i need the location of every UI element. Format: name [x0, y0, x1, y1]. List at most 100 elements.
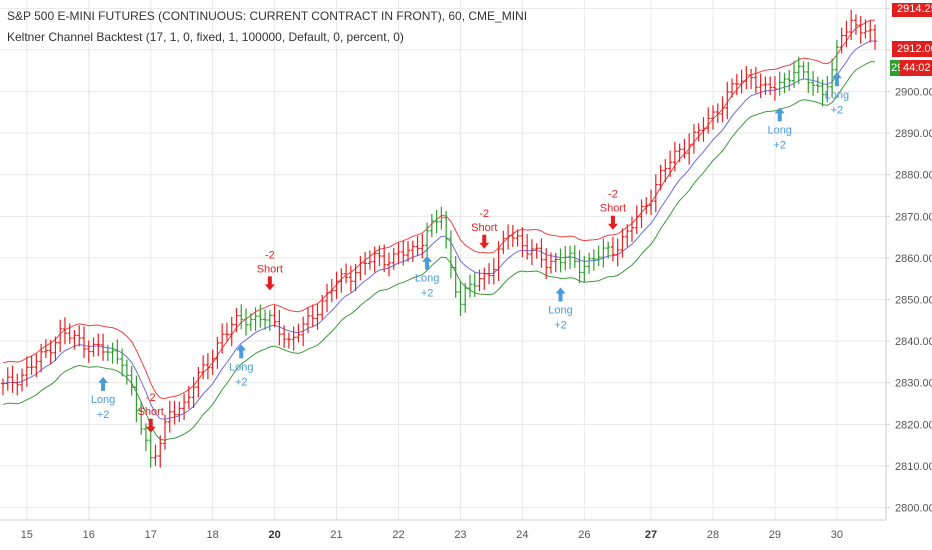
ohlc-bar	[62, 317, 67, 345]
ohlc-bar	[77, 325, 82, 347]
ohlc-bar	[634, 205, 639, 235]
short-arrow-icon	[264, 276, 275, 291]
ohlc-bar	[444, 210, 449, 249]
ohlc-bar	[96, 333, 101, 357]
ohlc-bar	[672, 141, 677, 172]
ohlc-bar	[463, 282, 468, 313]
ohlc-bar	[777, 71, 782, 96]
ohlc-bar	[91, 337, 96, 357]
ohlc-bar	[653, 174, 658, 213]
ohlc-bar	[110, 342, 115, 364]
ohlc-bar	[644, 196, 649, 215]
price-tick-label: 2860.00	[895, 253, 932, 265]
short-qty: -2	[479, 208, 489, 220]
ohlc-bar	[568, 245, 573, 269]
price-tick-label: 2870.00	[895, 211, 932, 223]
ohlc-bar	[248, 313, 253, 331]
time-tick-label: 18	[207, 529, 219, 541]
ohlc-bar	[396, 242, 401, 265]
ohlc-bar	[625, 224, 630, 247]
ohlc-bar	[34, 353, 39, 378]
ohlc-bar	[82, 326, 87, 359]
time-axis[interactable]: 15 16 17 18 20 21 22 23 24 26 27 28 29 30	[21, 529, 843, 541]
ohlc-bar	[429, 213, 434, 238]
price-tick-label: 2810.00	[895, 461, 932, 473]
ohlc-bar	[615, 238, 620, 267]
price-tick-label: 2880.00	[895, 170, 932, 182]
ohlc-bar	[725, 81, 730, 120]
ohlc-bar	[267, 310, 272, 332]
study-legend[interactable]: Keltner Channel Backtest (17, 1, 0, fixe…	[7, 30, 404, 44]
ohlc-bar	[620, 228, 625, 258]
ohlc-bar	[382, 244, 387, 273]
ohlc-bar	[715, 103, 720, 123]
long-qty: +2	[773, 139, 786, 151]
ohlc-bar	[639, 199, 644, 228]
ohlc-bar	[525, 234, 530, 260]
ohlc-bar	[348, 265, 353, 293]
ohlc-bar	[158, 435, 163, 468]
ohlc-bar	[629, 216, 634, 242]
ohlc-bar	[43, 339, 48, 358]
time-tick-label: 15	[21, 529, 33, 541]
ohlc-bar	[53, 336, 58, 361]
ohlc-bar	[501, 230, 506, 255]
short-label: Short	[471, 222, 497, 234]
ohlc-bar	[148, 429, 153, 468]
ohlc-bar	[801, 61, 806, 80]
short-signal: Short -2	[138, 392, 164, 433]
time-tick-label: 24	[516, 529, 528, 541]
ohlc-bar	[420, 233, 425, 259]
ohlc-bar	[377, 245, 382, 267]
ohlc-bar	[329, 278, 334, 303]
ohlc-bar	[234, 307, 239, 333]
ohlc-bar	[253, 307, 258, 332]
ohlc-bar	[515, 229, 520, 247]
ohlc-bar	[177, 401, 182, 423]
ohlc-bar	[858, 15, 863, 44]
short-qty: -2	[265, 249, 275, 261]
ohlc-bar	[282, 325, 287, 348]
ohlc-bar	[563, 245, 568, 271]
long-arrow-icon	[831, 72, 842, 87]
ohlc-bar	[744, 66, 749, 90]
ohlc-bar	[496, 241, 501, 281]
ohlc-bar	[15, 373, 20, 396]
long-qty: +2	[554, 320, 567, 332]
ohlc-bar	[272, 305, 277, 328]
ohlc-bar	[1, 378, 5, 396]
price-tick-label: 2800.00	[895, 503, 932, 515]
short-arrow-icon	[479, 234, 490, 249]
ohlc-bar	[529, 239, 534, 266]
ohlc-bar	[325, 283, 330, 313]
ohlc-bar	[353, 263, 358, 292]
ohlc-bar	[491, 258, 496, 285]
time-tick-label: 21	[330, 529, 342, 541]
ohlc-bar	[844, 20, 849, 48]
long-signal: Long +2	[415, 255, 439, 300]
ohlc-bar	[105, 344, 110, 361]
ohlc-bar	[172, 400, 177, 425]
time-tick-label: 28	[707, 529, 719, 541]
ohlc-bar	[143, 423, 148, 452]
ohlc-bar	[367, 250, 372, 270]
ohlc-bar	[5, 367, 10, 391]
ohlc-bar	[782, 72, 787, 93]
ohlc-bar	[358, 256, 363, 281]
ohlc-bar	[572, 245, 577, 268]
ohlc-bar	[806, 61, 811, 93]
ohlc-bar	[749, 68, 754, 90]
ohlc-bar	[134, 375, 139, 423]
ohlc-bar	[734, 74, 739, 96]
ohlc-bar	[830, 58, 835, 97]
ohlc-bar	[811, 71, 816, 96]
symbol-title[interactable]: S&P 500 E-MINI FUTURES (CONTINUOUS: CURR…	[7, 9, 528, 23]
long-label: Long	[767, 124, 791, 136]
time-tick-label: 23	[454, 529, 466, 541]
ohlc-bar	[706, 107, 711, 134]
ohlc-bar	[710, 105, 715, 130]
ohlc-bar	[682, 138, 687, 159]
ohlc-bar	[730, 78, 735, 98]
ohlc-bar	[577, 249, 582, 284]
